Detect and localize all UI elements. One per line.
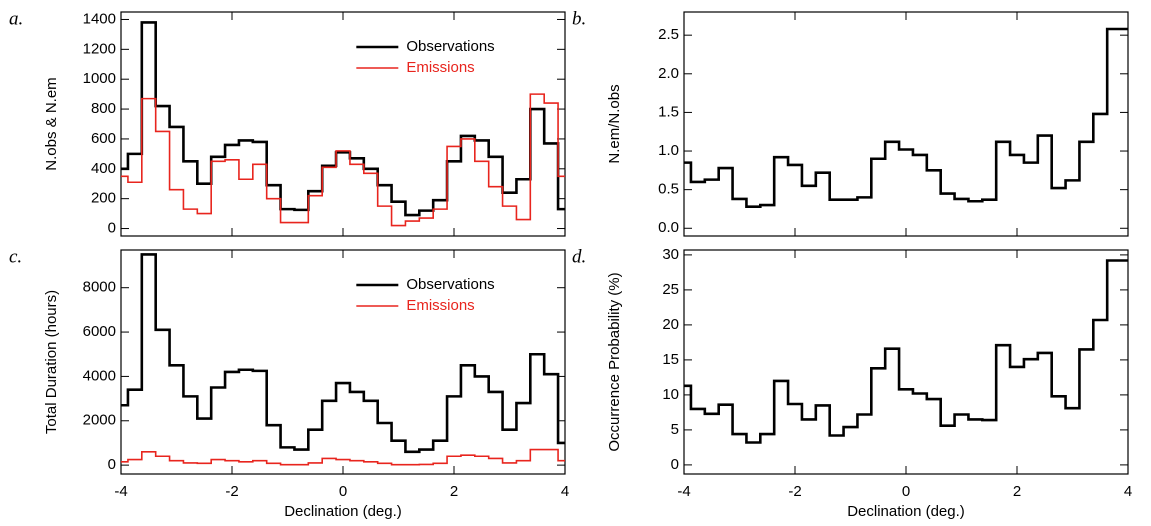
y-tick-label: 1200: [83, 40, 116, 57]
y-tick-label: 6000: [83, 323, 116, 340]
x-tick-label: 4: [561, 483, 569, 500]
y-tick-label: 2.5: [658, 26, 679, 43]
panel-label: d.: [572, 246, 586, 267]
y-tick-label: 600: [91, 130, 116, 147]
y-tick-label: 1.0: [658, 142, 679, 159]
x-tick-label: 2: [1013, 483, 1021, 500]
legend-label: Emissions: [406, 59, 474, 76]
y-tick-label: 20: [662, 316, 679, 333]
y-tick-label: 0.5: [658, 181, 679, 198]
legend-label: Observations: [406, 276, 494, 293]
step-line: [121, 93, 565, 227]
y-tick-label: 0.0: [658, 219, 679, 236]
plot-frame: [683, 249, 1129, 475]
panel-label: a.: [9, 8, 23, 29]
y-tick-label: 2.0: [658, 65, 679, 82]
y-axis-label: N.em/N.obs: [606, 84, 623, 163]
panel-label: c.: [9, 246, 22, 267]
step-line: [684, 259, 1128, 444]
panel-label: b.: [572, 8, 586, 29]
x-tick-label: -2: [788, 483, 801, 500]
step-line: [121, 253, 565, 454]
plot-frame: [120, 11, 566, 237]
y-tick-label: 8000: [83, 279, 116, 296]
x-axis-label: Declination (deg.): [847, 503, 965, 520]
y-tick-label: 400: [91, 160, 116, 177]
plot-frame: [683, 11, 1129, 237]
y-tick-label: 25: [662, 281, 679, 298]
plot-frame: [120, 249, 566, 475]
y-tick-label: 2000: [83, 412, 116, 429]
y-tick-label: 1.5: [658, 103, 679, 120]
y-axis-label: N.obs & N.em: [43, 77, 60, 170]
legend-label: Observations: [406, 38, 494, 55]
y-tick-label: 4000: [83, 367, 116, 384]
y-axis-label: Occurrence Probability (%): [606, 272, 623, 451]
y-tick-label: 1000: [83, 70, 116, 87]
x-tick-label: 0: [902, 483, 910, 500]
y-tick-label: 0: [671, 456, 679, 473]
x-tick-label: -4: [677, 483, 690, 500]
y-tick-label: 0: [108, 456, 116, 473]
step-line: [121, 21, 565, 217]
x-tick-label: -2: [225, 483, 238, 500]
x-tick-label: 4: [1124, 483, 1132, 500]
y-tick-label: 1400: [83, 10, 116, 27]
step-line: [684, 27, 1128, 208]
y-tick-label: 800: [91, 100, 116, 117]
y-tick-label: 10: [662, 386, 679, 403]
y-tick-label: 0: [108, 220, 116, 237]
y-axis-label: Total Duration (hours): [43, 290, 60, 434]
x-tick-label: -4: [114, 483, 127, 500]
legend-label: Emissions: [406, 297, 474, 314]
step-line: [121, 448, 565, 466]
x-tick-label: 0: [339, 483, 347, 500]
y-tick-label: 200: [91, 190, 116, 207]
y-tick-label: 30: [662, 246, 679, 263]
y-tick-label: 15: [662, 351, 679, 368]
x-tick-label: 2: [450, 483, 458, 500]
y-tick-label: 5: [671, 421, 679, 438]
x-axis-label: Declination (deg.): [284, 503, 402, 520]
